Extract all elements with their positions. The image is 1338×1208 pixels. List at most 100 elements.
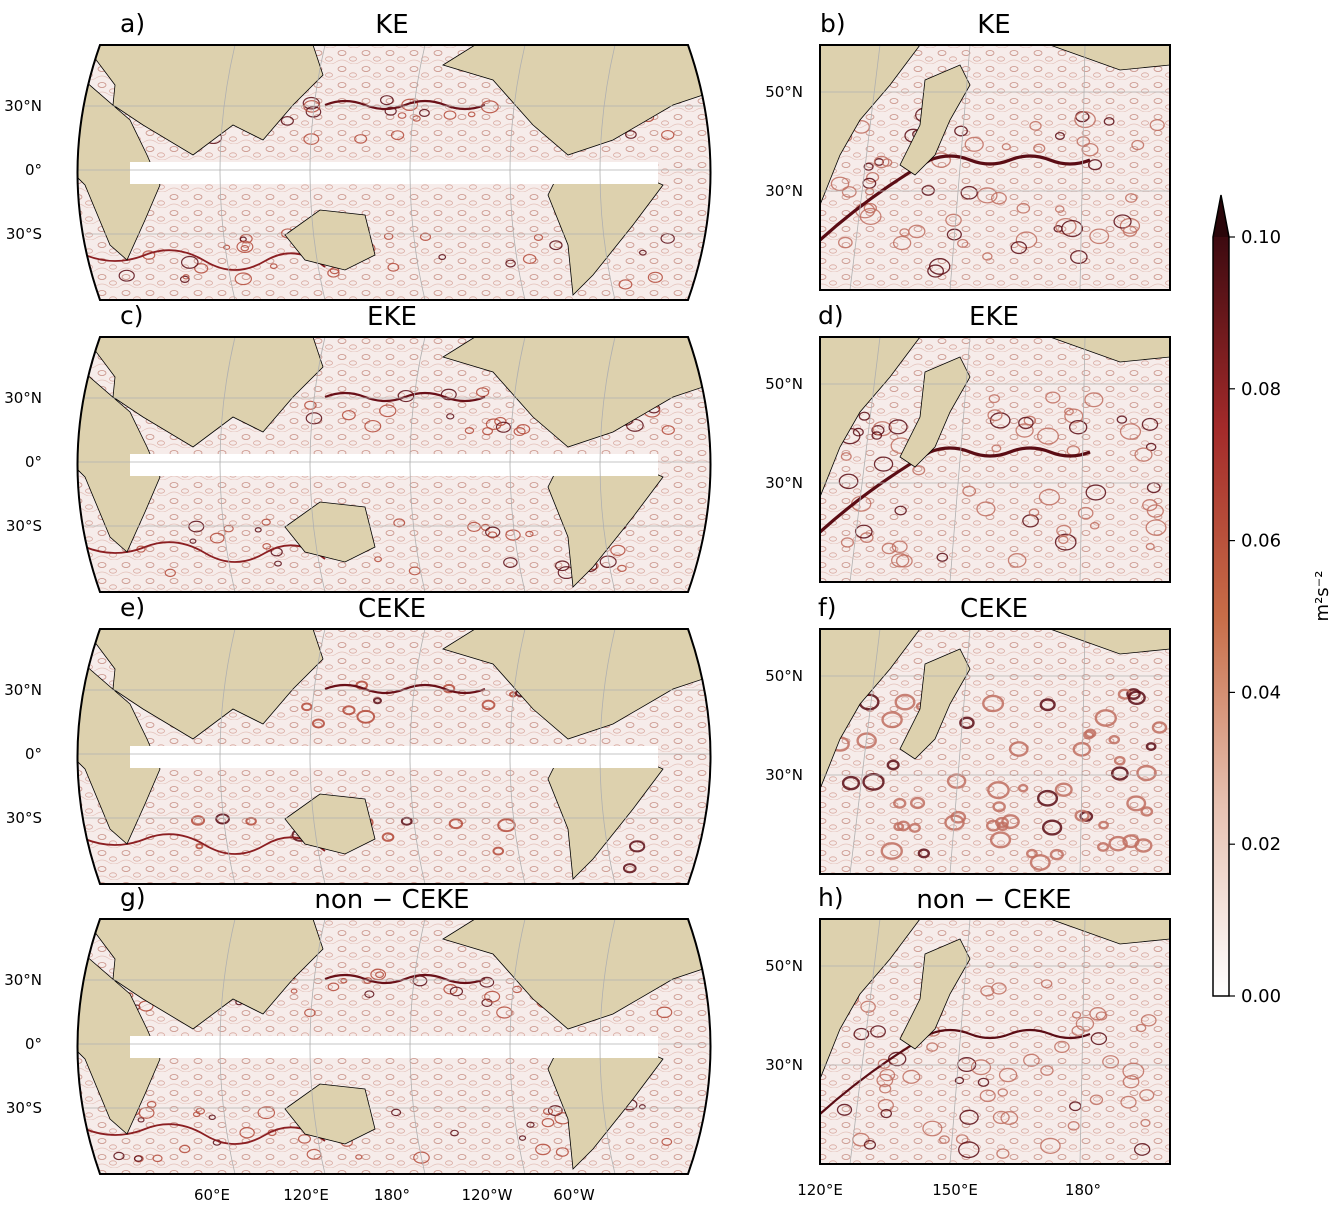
eddy-mark <box>356 709 376 724</box>
kuroshio-jet <box>324 391 486 403</box>
eddy-mark <box>479 976 495 988</box>
panel-title: KE <box>977 10 1010 40</box>
eddy-mark <box>858 411 871 421</box>
eddy-mark <box>1037 789 1059 807</box>
eddy-mark <box>1119 423 1142 440</box>
eddy-mark <box>1134 447 1153 462</box>
eddy-mark <box>976 501 996 517</box>
eddy-mark <box>484 990 501 1003</box>
eddy-mark <box>401 98 419 112</box>
land-mass <box>284 1083 376 1145</box>
eddy-mark <box>886 759 900 771</box>
eddy-mark <box>180 255 199 269</box>
panel-letter: a) <box>120 9 145 38</box>
eddy-mark <box>838 473 859 490</box>
eddy-mark <box>1040 1065 1054 1076</box>
eddy-mark <box>188 520 205 533</box>
eddy-mark <box>146 1100 157 1109</box>
eddy-mark <box>179 275 190 283</box>
eddy-mark <box>522 253 537 265</box>
eddy-mark <box>926 1042 939 1052</box>
eddy-mark <box>1122 1062 1145 1080</box>
eddy-mark <box>372 697 382 705</box>
eddy-mark <box>1136 764 1157 782</box>
eddy-mark <box>989 412 1011 429</box>
eddy-mark <box>988 394 1000 404</box>
colorbar-tick-label: 0.06 <box>1241 531 1281 552</box>
eddy-mark <box>236 240 254 254</box>
land-mass <box>442 337 711 448</box>
eddy-mark <box>854 524 873 539</box>
eddy-mark <box>1108 734 1121 745</box>
eddy-mark <box>440 388 457 401</box>
kuroshio-jet <box>324 973 486 985</box>
eddy-mark <box>638 1104 646 1110</box>
eddy-mark <box>164 568 176 578</box>
kuroshio-jet <box>324 99 486 111</box>
eddy-mark <box>1126 795 1147 812</box>
eddy-mark <box>873 155 890 169</box>
land-mass <box>84 45 324 156</box>
eddy-mark <box>1131 139 1145 151</box>
lat-tick-label: 0° <box>25 745 42 763</box>
acc-jet <box>84 1123 326 1145</box>
eddy-mark <box>305 412 323 425</box>
eddy-mark <box>860 1000 876 1013</box>
eddy-mark <box>879 1083 892 1094</box>
colorbar-tick-label: 0.08 <box>1241 379 1281 400</box>
eddy-mark <box>1102 1055 1120 1069</box>
panel-title: CEKE <box>358 594 426 624</box>
lon-tick-label: 60°W <box>553 1186 595 1204</box>
eddy-mark <box>297 1134 312 1144</box>
eddy-mark <box>990 191 1007 205</box>
eddy-mark <box>1087 159 1103 171</box>
lon-gridline <box>599 919 616 1174</box>
eddy-mark <box>393 518 406 528</box>
eddy-mark <box>379 404 397 418</box>
lon-tick-label: 120°E <box>797 1181 843 1199</box>
lon-gridline <box>409 45 426 300</box>
eddy-mark <box>872 421 892 437</box>
map-global-1: 30°N 0° 30°S <box>4 336 712 593</box>
eddy-mark <box>1074 809 1090 822</box>
eddy-mark <box>863 162 874 171</box>
eddy-mark <box>450 1129 459 1137</box>
eddy-mark <box>1033 143 1046 154</box>
eddy-mark <box>958 1141 980 1159</box>
eddy-mark <box>495 421 511 433</box>
land-mass <box>442 45 711 156</box>
eddy-mark <box>467 111 476 118</box>
eddy-mark <box>179 1144 191 1154</box>
eddy-mark <box>1000 1111 1019 1125</box>
eddy-mark <box>998 1067 1018 1083</box>
eddy-mark <box>152 1154 163 1163</box>
eddy-mark <box>661 1137 673 1146</box>
eddy-mark <box>1040 979 1053 989</box>
eddy-mark <box>1058 535 1069 545</box>
eddy-mark <box>448 818 464 830</box>
eddy-mark <box>413 1151 430 1164</box>
eddy-mark <box>497 818 516 833</box>
eddy-mark <box>638 249 647 256</box>
lon-gridline <box>1079 629 1086 874</box>
eddy-mark <box>661 129 675 140</box>
eddy-mark <box>908 224 926 239</box>
lat-tick-label: 50°N <box>765 83 803 101</box>
eddy-mark <box>599 555 617 568</box>
eddy-mark <box>302 96 320 110</box>
lon-tick-label: 180° <box>374 1186 410 1204</box>
eddy-mark <box>859 207 882 225</box>
eddy-mark <box>505 529 521 541</box>
equatorial-mask <box>130 746 658 768</box>
lon-gridline <box>409 337 426 592</box>
eddy-mark <box>1113 755 1126 766</box>
eddy-mark <box>987 409 1003 422</box>
eddy-mark <box>1029 120 1042 131</box>
land-mass <box>284 209 376 271</box>
eddy-mark <box>1095 1011 1108 1021</box>
map-outline <box>76 336 712 593</box>
eddy-mark <box>195 843 204 850</box>
eddy-mark <box>327 268 340 278</box>
lon-gridline <box>509 629 526 884</box>
eddy-mark <box>419 108 430 117</box>
